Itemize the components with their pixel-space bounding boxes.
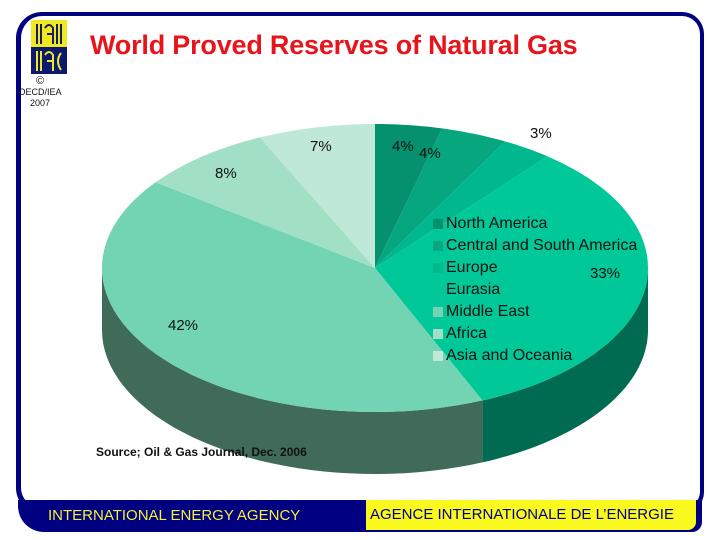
legend-label: Africa xyxy=(446,325,487,342)
chart-legend: North America Central and South America Eu… xyxy=(433,213,637,367)
legend-swatch xyxy=(433,219,443,229)
copyright-year: 2007 xyxy=(29,98,51,108)
legend-swatch xyxy=(433,241,443,251)
copyright-org: OECD/IEA xyxy=(18,87,62,97)
legend-item: North America xyxy=(433,213,637,235)
legend-swatch xyxy=(433,285,443,295)
data-label-middle-east: 42% xyxy=(168,317,199,334)
legend-label: North America xyxy=(446,215,548,232)
data-label-north-america: 4% xyxy=(392,138,414,155)
iea-logo xyxy=(31,20,67,74)
data-label-central-and-south-america: 4% xyxy=(419,145,441,162)
legend-label: Eurasia xyxy=(446,281,501,298)
footer-french-name: AGENCE INTERNATIONALE DE L’ENERGIE xyxy=(370,506,674,523)
legend-label: Central and South America xyxy=(446,237,638,254)
pie-slice-europe xyxy=(375,141,548,268)
data-label-europe: 3% xyxy=(530,125,552,142)
data-label-africa: 8% xyxy=(215,165,237,182)
footer-english-name: INTERNATIONAL ENERGY AGENCY xyxy=(48,507,301,524)
copyright-symbol: © xyxy=(35,75,45,87)
legend-item: Asia and Oceania xyxy=(433,345,637,367)
legend-label: Asia and Oceania xyxy=(446,347,573,364)
legend-item: Eurasia xyxy=(433,279,637,301)
legend-swatch xyxy=(433,351,443,361)
legend-swatch xyxy=(433,263,443,273)
pie-slice-central-and-south-america xyxy=(375,128,506,268)
page-title: World Proved Reserves of Natural Gas xyxy=(90,30,578,60)
logo-glyph-icon xyxy=(36,24,62,71)
pie-side-3 xyxy=(482,268,648,463)
data-label-asia-and-oceania: 7% xyxy=(310,138,332,155)
legend-item: Middle East xyxy=(433,301,637,323)
copyright-notice: © OECD/IEA 2007 xyxy=(18,76,62,109)
data-label-eurasia: 33% xyxy=(590,265,621,282)
legend-item: Central and South America xyxy=(433,235,637,257)
legend-label: Middle East xyxy=(446,303,530,320)
legend-label: Europe xyxy=(446,259,498,276)
legend-swatch xyxy=(433,307,443,317)
pie-slice-asia-and-oceania xyxy=(259,124,375,268)
pie-slice-africa xyxy=(155,137,375,268)
footer-bar: INTERNATIONAL ENERGY AGENCY AGENCE INTER… xyxy=(18,500,702,532)
pie-slice-middle-east xyxy=(102,182,483,412)
source-note: Source; Oil & Gas Journal, Dec. 2006 xyxy=(96,445,307,459)
legend-item: Europe xyxy=(433,257,637,279)
pie-slice-north-america xyxy=(375,124,443,268)
legend-swatch xyxy=(433,329,443,339)
pie-side-4 xyxy=(102,268,483,474)
footer-french-box: AGENCE INTERNATIONALE DE L’ENERGIE xyxy=(366,500,696,530)
legend-item: Africa xyxy=(433,323,637,345)
pie-slice-eurasia xyxy=(375,156,648,401)
